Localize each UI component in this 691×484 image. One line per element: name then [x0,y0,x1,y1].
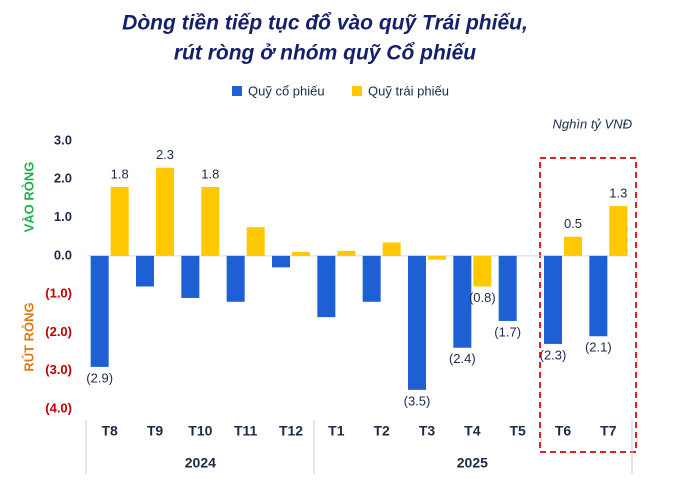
bar [609,206,628,256]
x-tick-label: T6 [555,423,572,439]
x-tick-label: T5 [509,423,526,439]
value-label: (2.1) [585,340,612,355]
y-tick-label: (3.0) [45,362,72,377]
bar [317,255,336,318]
bar [408,255,426,390]
bar [337,250,356,256]
bar [272,255,290,268]
y-tick-label: (1.0) [45,286,72,301]
bar [110,186,129,256]
bar [181,255,200,298]
bar [473,255,492,287]
value-label: 0.5 [564,216,582,231]
value-label: 2.3 [156,147,174,162]
y-tick-label: (4.0) [45,400,72,415]
bar [201,186,220,256]
negative-label: RÚT RÒNG [21,302,36,371]
legend-label: Quỹ trái phiếu [368,83,449,98]
bar [246,227,265,256]
highlight-box [539,157,637,453]
bar [292,252,310,256]
x-tick-label: T12 [279,423,303,439]
bar [453,255,472,348]
y-tick-label: 2.0 [54,171,72,186]
value-label: 1.8 [111,166,129,181]
value-label: (3.5) [404,393,431,408]
value-label: (2.9) [86,370,113,385]
x-tick-label: T1 [328,423,345,439]
chart-title: rút ròng ở nhóm quỹ Cổ phiếu [174,42,476,65]
bar [498,255,517,321]
value-label: (1.7) [494,324,521,339]
bar [156,167,174,256]
value-label: (0.8) [469,290,496,305]
legend-swatch [352,86,362,96]
bar [90,255,109,367]
bar [589,255,608,337]
group-label: 2025 [457,455,488,471]
y-tick-label: 3.0 [54,132,72,147]
bar [226,255,245,302]
group-label: 2024 [185,455,216,471]
value-label: 1.3 [609,186,627,201]
y-tick-label: 0.0 [54,247,72,262]
x-tick-label: T7 [600,423,617,439]
x-tick-label: T4 [464,423,481,439]
bar [362,255,381,302]
unit-label: Nghìn tỷ VNĐ [553,116,633,131]
bar [136,255,154,287]
value-label: (2.4) [449,351,476,366]
x-tick-label: T3 [419,423,436,439]
bar [544,255,562,344]
x-tick-label: T9 [147,423,164,439]
positive-label: VÀO RÒNG [21,162,36,233]
legend-label: Quỹ cổ phiếu [248,83,325,98]
x-tick-label: T2 [373,423,390,439]
x-tick-label: T11 [234,423,258,439]
x-tick-label: T8 [101,423,118,439]
value-label: 1.8 [201,166,219,181]
value-label: (2.3) [540,347,567,362]
bar [428,255,446,260]
bar [382,242,401,256]
chart-title: Dòng tiền tiếp tục đổ vào quỹ Trái phiếu… [122,12,528,35]
bar [564,236,582,256]
legend-swatch [232,86,242,96]
y-tick-label: 1.0 [54,209,72,224]
x-tick-label: T10 [188,423,212,439]
y-tick-label: (2.0) [45,324,72,339]
